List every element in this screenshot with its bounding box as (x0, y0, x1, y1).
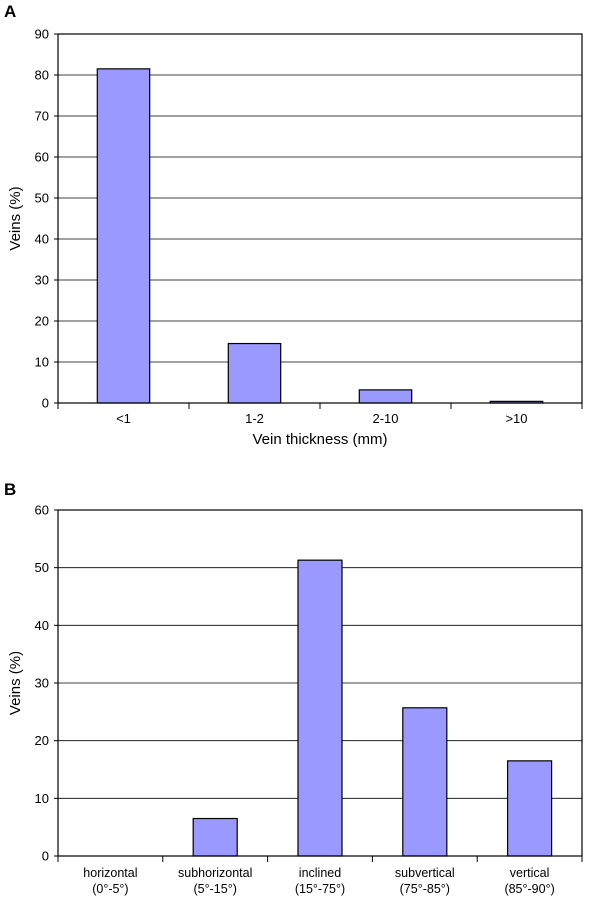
x-tick-label: vertical (510, 866, 550, 880)
y-tick-label: 70 (35, 109, 49, 124)
y-tick-label: 60 (35, 503, 49, 518)
y-tick-label: 20 (35, 314, 49, 329)
x-tick-label: (75°-85°) (400, 882, 450, 896)
y-tick-label: 50 (35, 560, 49, 575)
x-tick-label: (5°-15°) (194, 882, 237, 896)
bar (402, 707, 448, 857)
x-tick-label: (15°-75°) (295, 882, 345, 896)
bar (358, 389, 413, 404)
y-tick-label: 50 (35, 191, 49, 206)
x-tick-label: (0°-5°) (92, 882, 128, 896)
y-axis-title: Veins (%) (7, 651, 24, 715)
chart-panel-a: A 0 10 20 30 40 50 60 70 80 90 <1 1-2 2-10 >10 Vein thi… (4, 2, 583, 448)
y-tick-label: 10 (35, 355, 49, 370)
y-tick-label: 20 (35, 733, 49, 748)
y-tick-label: 10 (35, 791, 49, 806)
y-tick-label: 90 (35, 27, 49, 42)
y-tick-label: 40 (35, 232, 49, 247)
bar (506, 760, 553, 857)
x-tick-label: subhorizontal (178, 866, 252, 880)
bar (192, 817, 238, 857)
x-tick-label: (85°-90°) (504, 882, 554, 896)
y-tick-label: 0 (42, 849, 49, 864)
y-tick-label: 60 (35, 150, 49, 165)
y-tick-label: 80 (35, 68, 49, 83)
bar (227, 342, 282, 404)
y-tick-label: 30 (35, 273, 49, 288)
y-tick-label: 30 (35, 676, 49, 691)
panel-letter: A (4, 2, 16, 21)
x-tick-label: horizontal (83, 866, 137, 880)
x-axis-title: Vein thickness (mm) (252, 431, 387, 448)
x-tick-label: >10 (505, 411, 527, 426)
x-tick-label: 1-2 (245, 411, 264, 426)
x-tick-label: inclined (299, 866, 341, 880)
y-tick-label: 40 (35, 618, 49, 633)
bar (297, 559, 343, 857)
x-tick-label: subvertical (395, 866, 455, 880)
chart-panel-b: B 0 10 20 30 40 50 60 horizontal (0°-5°) subhorizo… (4, 480, 583, 896)
x-tick-label: <1 (116, 411, 131, 426)
x-tick-label: 2-10 (372, 411, 398, 426)
y-axis-title: Veins (%) (7, 186, 24, 250)
panel-letter: B (4, 480, 16, 499)
y-tick-label: 0 (42, 396, 49, 411)
bar (96, 68, 151, 404)
